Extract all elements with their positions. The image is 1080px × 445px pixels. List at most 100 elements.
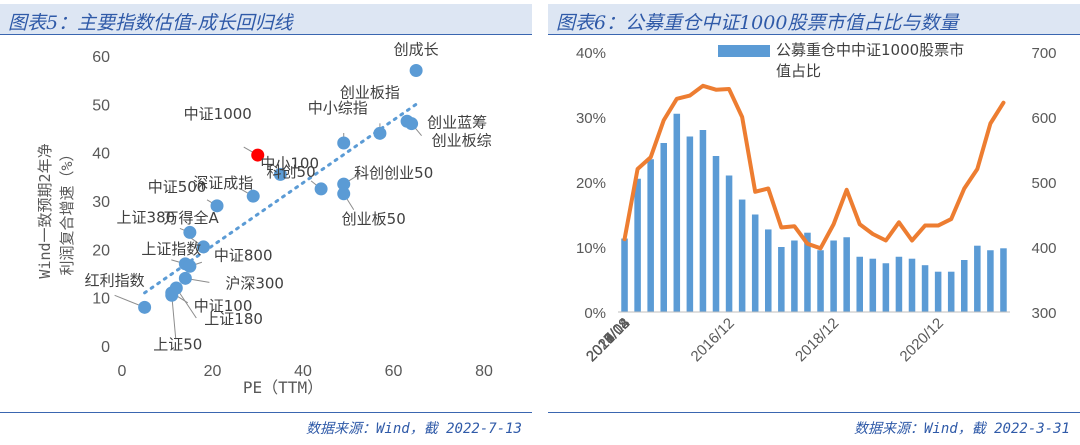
scatter-point <box>183 259 197 273</box>
point-label: 红利指数 <box>85 271 145 289</box>
legend-bar-label: 公募重仓中中证1000股票市值占比 <box>776 41 965 80</box>
left-y-tick-label: 30% <box>576 110 606 127</box>
scatter-point <box>246 189 260 203</box>
point-label: 上证380 <box>117 208 176 226</box>
scatter-point <box>405 117 419 131</box>
bar <box>738 199 746 312</box>
x-tick-label: 80 <box>475 363 493 380</box>
right-chart-panel: 图表6：公募重仓中证1000股票市值占比与数量 0% 10% 20% 30% 40% 30… <box>548 0 1080 445</box>
scatter-point <box>409 64 423 77</box>
scatter-point <box>178 271 192 285</box>
bar <box>791 240 798 312</box>
point-label: 中证100 <box>194 297 253 315</box>
point-label: 上证50 <box>153 335 202 353</box>
bar <box>699 130 707 312</box>
scatter-point <box>210 199 224 213</box>
right-y-tick-label: 300 <box>1031 305 1056 322</box>
y-tick-label: 30 <box>92 194 110 211</box>
scatter-point <box>183 225 197 239</box>
right-chart-title: 图表6：公募重仓中证1000股票市值占比与数量 <box>556 12 959 34</box>
bar <box>987 250 994 312</box>
label-leader <box>171 295 177 340</box>
left-footer-divider <box>0 412 532 413</box>
left-chart-panel: 图表5：主要指数估值-成长回归线 0 10 20 30 40 50 60 0 20 40 60 80 P… <box>0 0 532 445</box>
bar <box>673 113 681 312</box>
bar <box>647 159 654 312</box>
bar <box>751 214 759 312</box>
scatter-chart: 0 10 20 30 40 50 60 0 20 40 60 80 PE（TTM） Wind一致预期2年净… <box>0 36 532 408</box>
bar <box>961 260 968 312</box>
bar <box>908 258 916 312</box>
scatter-svg: 0 10 20 30 40 50 60 0 20 40 60 80 PE（TTM） Wind一致预期2年净… <box>36 41 493 398</box>
y-tick-label: 40 <box>92 146 110 163</box>
right-y-tick-label: 600 <box>1031 110 1056 127</box>
x-tick-label: 2018/12 <box>792 315 842 365</box>
y-tick-label: 60 <box>92 49 110 66</box>
scatter-point <box>165 288 179 302</box>
x-tick-label: 2020/12 <box>897 315 947 365</box>
right-footer-divider <box>548 412 1080 413</box>
right-y-tick-label: 700 <box>1031 45 1056 62</box>
left-y-tick-label: 10% <box>576 240 606 257</box>
point-label: 上证指数 <box>141 240 201 258</box>
bar <box>830 240 837 312</box>
bar <box>856 256 863 312</box>
bar <box>712 156 720 312</box>
bar <box>882 263 890 312</box>
bar <box>765 229 772 312</box>
point-label: 深证成指 <box>193 174 253 192</box>
combo-legend: 公募重仓中中证1000股票市值占比 <box>718 40 976 82</box>
left-y-tick-label: 0% <box>584 305 606 322</box>
bar <box>895 256 903 312</box>
bar <box>869 258 877 312</box>
bar <box>634 178 641 312</box>
scatter-point <box>373 126 387 140</box>
right-source-note: 数据来源：Wind，截 2022-3-31 <box>853 421 1070 437</box>
combo-chart: 0% 10% 20% 30% 40% 300 400 500 600 700 2014/12 2015… <box>548 36 1080 408</box>
combo-svg: 0%10%20%30%40%3004005006007002014/122015… <box>576 45 1057 365</box>
left-title-bar: 图表5：主要指数估值-成长回归线 <box>0 4 532 35</box>
right-y-tick-label: 500 <box>1031 175 1056 192</box>
y-tick-label: 20 <box>92 242 110 259</box>
x-tick-label: 0 <box>118 363 127 380</box>
left-source-note: 数据来源：Wind，截 2022-7-13 <box>305 421 522 437</box>
bar <box>947 271 955 312</box>
bar <box>843 237 850 312</box>
y-tick-label: 0 <box>101 339 110 356</box>
right-y-tick-label: 400 <box>1031 240 1056 257</box>
scatter-point <box>314 182 328 196</box>
count-line <box>622 83 1006 251</box>
point-label: 中小100 <box>260 154 319 172</box>
x-tick-label: 40 <box>294 363 312 380</box>
y-axis-label-line2: 利润复合增速（%） <box>58 146 76 275</box>
legend-bar-swatch <box>718 45 770 57</box>
x-tick-label: 20 <box>204 363 222 380</box>
point-label: 中证500 <box>148 178 207 196</box>
point-label: 沪深300 <box>225 274 284 292</box>
scatter-point <box>196 240 210 254</box>
left-y-tick-label: 20% <box>576 175 606 192</box>
left-chart-title: 图表5：主要指数估值-成长回归线 <box>8 12 293 34</box>
bar <box>974 245 981 312</box>
bar <box>817 250 824 312</box>
scatter-point <box>337 187 351 201</box>
point-label: 创业蓝筹 <box>427 113 487 131</box>
bar <box>1000 248 1007 312</box>
point-label: 科创创业50 <box>354 164 433 182</box>
point-label: 科创50 <box>267 163 316 181</box>
point-label: 中证1000 <box>184 105 252 123</box>
point-label: 中小综指 <box>308 99 368 117</box>
bar <box>804 232 811 312</box>
scatter-point <box>337 136 351 150</box>
scatter-point-highlight <box>251 148 265 162</box>
bar <box>934 271 942 312</box>
bar <box>921 265 929 312</box>
left-y-tick-label: 40% <box>576 45 606 62</box>
x-tick-label: 60 <box>385 363 403 380</box>
point-label: 万得全A <box>163 209 219 227</box>
x-axis-label: PE（TTM） <box>243 378 323 397</box>
scatter-point <box>273 167 287 181</box>
right-title-bar: 图表6：公募重仓中证1000股票市值占比与数量 <box>548 4 1080 35</box>
x-tick-label: 2016/12 <box>688 315 738 365</box>
point-label: 创成长 <box>394 41 439 59</box>
